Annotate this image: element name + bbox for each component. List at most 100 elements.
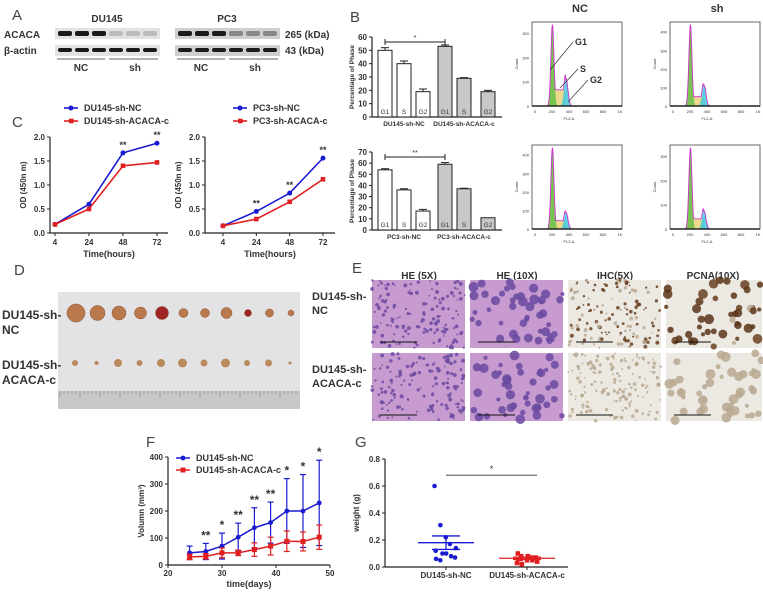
- cell-nucleus: [452, 294, 456, 298]
- x-category-label: DU145-sh-ACACA-c: [489, 571, 565, 580]
- cell-nucleus: [604, 407, 609, 412]
- cell-nucleus: [710, 343, 717, 350]
- cell-nucleus: [631, 372, 634, 376]
- cell-nucleus: [388, 401, 391, 404]
- cell-nucleus: [712, 295, 719, 302]
- cell-nucleus: [385, 365, 390, 369]
- cell-nucleus: [389, 370, 392, 373]
- data-point: [187, 554, 193, 560]
- histology-row-label-line: ACACA-c: [312, 378, 362, 390]
- growth-curve-chart: 0.0 0.5 1.0 1.5 2.0 4 24 48 72 Time(hours) OD (450…: [174, 103, 335, 259]
- x-tick-label: 400: [704, 232, 711, 237]
- significance-marker: *: [284, 464, 289, 478]
- cell-nucleus: [422, 356, 426, 361]
- bar-phase-label: G2: [419, 222, 428, 229]
- bar: [437, 45, 453, 118]
- cell-nucleus: [457, 313, 460, 316]
- cell-nucleus: [632, 382, 637, 386]
- y-axis-label: Volumn (mm³): [137, 484, 146, 538]
- cell-nucleus: [434, 321, 438, 326]
- cell-nucleus: [583, 385, 586, 389]
- blot-size-label: 265 (kDa): [285, 30, 329, 41]
- legend-label: DU145-sh-NC: [84, 103, 142, 113]
- cell-nucleus: [605, 312, 608, 315]
- cell-nucleus: [593, 283, 597, 287]
- blot-row-label: β-actin: [4, 46, 37, 57]
- data-point: [52, 222, 58, 227]
- histology-column-title: HE (10X): [496, 271, 537, 282]
- cell-nucleus: [624, 397, 629, 401]
- cell-nucleus: [619, 399, 622, 402]
- panel-label-c: C: [12, 114, 23, 131]
- phase-pointer-arrow: [567, 79, 589, 103]
- cell-nucleus: [606, 387, 609, 390]
- cell-nucleus: [644, 378, 647, 381]
- cell-nucleus: [411, 372, 416, 377]
- cell-nucleus: [600, 331, 603, 334]
- cell-nucleus: [716, 276, 724, 285]
- y-tick-label: 60: [358, 159, 367, 168]
- bar-phase-label: S: [402, 109, 407, 116]
- cell-nucleus: [734, 371, 744, 382]
- cell-nucleus: [456, 402, 460, 406]
- cell-nucleus: [592, 371, 595, 374]
- cell-nucleus: [589, 367, 593, 370]
- cell-nucleus: [400, 383, 403, 387]
- cell-nucleus: [754, 410, 762, 417]
- x-group-label: PC3-sh-NC: [387, 234, 421, 241]
- cell-nucleus: [442, 326, 445, 329]
- cell-nucleus: [460, 381, 463, 384]
- cell-nucleus: [396, 352, 400, 356]
- bar: [377, 169, 393, 231]
- data-point: [300, 508, 306, 514]
- cell-nucleus: [508, 329, 518, 339]
- bar-phase-label: G1: [441, 222, 450, 229]
- cell-nucleus: [392, 306, 396, 309]
- panel-label-e: E: [352, 260, 362, 277]
- cell-nucleus: [449, 392, 452, 395]
- x-axis-label: FL2-A: [564, 239, 575, 244]
- cell-nucleus: [395, 375, 398, 378]
- cell-cycle-bar-chart: 0 10 20 30 40 50 60 G1 S G2 DU145-sh-NC G1 S G2 DU145-…: [349, 33, 502, 128]
- cell-nucleus: [448, 397, 453, 402]
- histology-row-label: DU145-sh- NC: [312, 291, 367, 317]
- cell-nucleus: [607, 317, 611, 321]
- cell-nucleus: [402, 379, 406, 382]
- cell-nucleus: [652, 358, 654, 361]
- data-point: [251, 547, 257, 553]
- cell-nucleus: [628, 291, 631, 294]
- cell-nucleus: [385, 403, 388, 406]
- cell-nucleus: [651, 321, 654, 325]
- cell-nucleus: [509, 350, 520, 361]
- cell-nucleus: [470, 406, 478, 414]
- cell-nucleus: [638, 375, 642, 379]
- y-tick-label: 0: [665, 104, 668, 109]
- blot-band: [109, 31, 123, 36]
- cell-nucleus: [606, 333, 608, 336]
- blot-group-label: NC: [194, 63, 208, 74]
- legend-label: PC3-sh-NC: [253, 103, 301, 113]
- cell-nucleus: [425, 302, 428, 305]
- cell-nucleus: [509, 297, 516, 304]
- cell-nucleus: [748, 370, 755, 377]
- cell-nucleus: [630, 288, 634, 292]
- cell-nucleus: [437, 339, 441, 343]
- legend-label: DU145-sh-ACACA-c: [84, 116, 169, 126]
- cell-nucleus: [657, 328, 660, 332]
- cell-nucleus: [458, 408, 462, 413]
- cell-nucleus: [456, 405, 460, 409]
- cell-nucleus: [510, 402, 518, 410]
- cell-nucleus: [675, 375, 684, 384]
- data-point: [432, 483, 437, 489]
- cell-nucleus: [725, 406, 733, 413]
- cell-nucleus: [583, 391, 587, 394]
- significance-marker: *: [220, 518, 225, 532]
- cell-nucleus: [705, 378, 715, 387]
- cell-nucleus: [752, 333, 763, 344]
- cell-nucleus: [623, 357, 626, 360]
- y-tick-label: 100: [522, 80, 529, 85]
- cell-nucleus: [481, 290, 489, 298]
- blot-band: [229, 31, 243, 36]
- cell-nucleus: [406, 326, 411, 331]
- cell-nucleus: [627, 392, 632, 397]
